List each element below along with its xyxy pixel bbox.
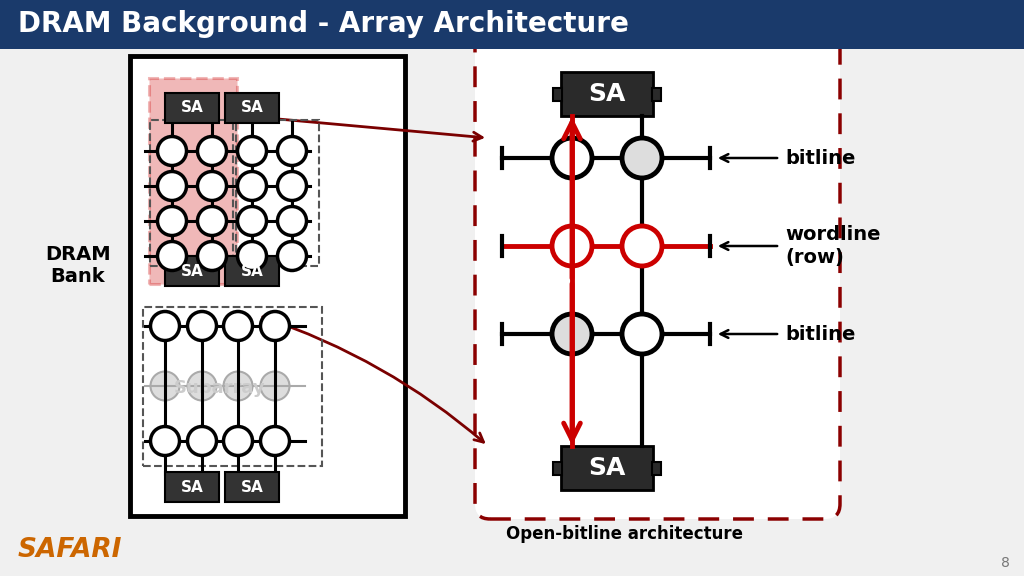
FancyBboxPatch shape — [561, 72, 653, 116]
Circle shape — [260, 312, 290, 340]
FancyBboxPatch shape — [475, 34, 840, 519]
Circle shape — [151, 426, 179, 456]
Circle shape — [260, 426, 290, 456]
Circle shape — [198, 137, 226, 165]
Circle shape — [151, 312, 179, 340]
Circle shape — [238, 137, 266, 165]
Circle shape — [223, 312, 253, 340]
FancyBboxPatch shape — [165, 472, 219, 502]
Circle shape — [223, 372, 253, 400]
FancyBboxPatch shape — [150, 78, 237, 284]
Circle shape — [238, 172, 266, 200]
Circle shape — [238, 207, 266, 236]
Circle shape — [278, 172, 306, 200]
Circle shape — [151, 372, 179, 400]
Circle shape — [278, 241, 306, 271]
Circle shape — [552, 314, 592, 354]
Circle shape — [622, 138, 662, 178]
FancyBboxPatch shape — [225, 472, 279, 502]
Circle shape — [187, 372, 216, 400]
Text: SA: SA — [241, 100, 263, 116]
Circle shape — [278, 137, 306, 165]
Text: SA: SA — [589, 456, 626, 480]
Text: SA: SA — [180, 100, 204, 116]
Text: wordline
(row): wordline (row) — [785, 225, 881, 267]
FancyBboxPatch shape — [652, 88, 662, 100]
Text: SA: SA — [589, 82, 626, 106]
FancyBboxPatch shape — [0, 0, 1024, 49]
Text: SAFARI: SAFARI — [18, 537, 123, 563]
Circle shape — [622, 226, 662, 266]
Text: SA: SA — [241, 479, 263, 495]
FancyBboxPatch shape — [165, 256, 219, 286]
Text: Open-bitline architecture: Open-bitline architecture — [507, 525, 743, 543]
FancyBboxPatch shape — [130, 56, 406, 516]
Text: bitline: bitline — [785, 149, 855, 168]
Circle shape — [158, 241, 186, 271]
Text: DRAM Background - Array Architecture: DRAM Background - Array Architecture — [18, 10, 629, 39]
Text: bitline: bitline — [785, 324, 855, 343]
Circle shape — [158, 207, 186, 236]
Circle shape — [187, 312, 216, 340]
Circle shape — [158, 172, 186, 200]
FancyBboxPatch shape — [225, 256, 279, 286]
FancyBboxPatch shape — [652, 461, 662, 475]
Circle shape — [260, 372, 290, 400]
Circle shape — [158, 137, 186, 165]
Circle shape — [187, 426, 216, 456]
FancyBboxPatch shape — [553, 461, 562, 475]
FancyBboxPatch shape — [553, 88, 562, 100]
Circle shape — [552, 138, 592, 178]
FancyBboxPatch shape — [561, 446, 653, 490]
FancyBboxPatch shape — [225, 93, 279, 123]
Text: SA: SA — [241, 263, 263, 279]
Text: SA: SA — [180, 479, 204, 495]
Circle shape — [278, 207, 306, 236]
Circle shape — [552, 226, 592, 266]
Text: 8: 8 — [1001, 556, 1010, 570]
Text: SA: SA — [180, 263, 204, 279]
Circle shape — [198, 241, 226, 271]
FancyBboxPatch shape — [165, 93, 219, 123]
Circle shape — [238, 241, 266, 271]
Circle shape — [223, 426, 253, 456]
Circle shape — [198, 172, 226, 200]
Text: Subarray: Subarray — [174, 379, 266, 397]
Circle shape — [622, 314, 662, 354]
Text: DRAM
Bank: DRAM Bank — [45, 245, 111, 286]
Circle shape — [198, 207, 226, 236]
